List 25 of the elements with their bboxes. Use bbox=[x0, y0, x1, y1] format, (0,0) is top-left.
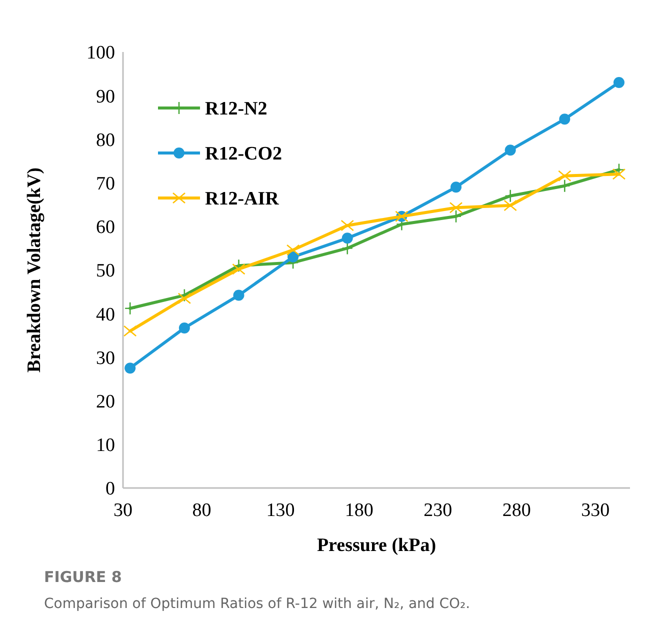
y-tick-label: 30 bbox=[96, 348, 115, 369]
x-tick-label: 80 bbox=[192, 500, 212, 521]
y-tick-label: 90 bbox=[96, 86, 115, 108]
x-tick-label: 30 bbox=[114, 500, 132, 521]
x-axis-title: Pressure (kPa) bbox=[316, 535, 436, 556]
caption: FIGURE 8 bbox=[44, 568, 122, 586]
legend-label: R12-CO2 bbox=[205, 144, 282, 165]
legend-label: R12-AIR bbox=[205, 188, 280, 210]
text: Comparison of Optimum Ratios of R-12 with air, N₂, and CO₂. bbox=[44, 596, 470, 612]
y-tick-label: 0 bbox=[106, 478, 115, 500]
x-tick-label: 130 bbox=[266, 500, 295, 521]
x-tick-label: 280 bbox=[502, 500, 531, 521]
y-axis-title: Breakdown Volatage(kV) bbox=[24, 168, 45, 372]
y-tick-label: 80 bbox=[96, 130, 115, 151]
x-tick-label: 330 bbox=[581, 500, 610, 521]
y-tick-label: 70 bbox=[96, 173, 115, 194]
x-tick-label: 180 bbox=[344, 500, 374, 521]
y-tick-label: 50 bbox=[96, 260, 115, 282]
y-tick-label: 60 bbox=[96, 217, 115, 238]
y-tick-label: 10 bbox=[96, 435, 115, 456]
legend-label: R12-N2 bbox=[205, 98, 268, 120]
x-tick-label: 230 bbox=[424, 500, 452, 521]
y-tick-label: 40 bbox=[96, 304, 115, 326]
y-tick-label: 20 bbox=[96, 391, 115, 412]
y-tick-label: 100 bbox=[86, 42, 115, 64]
